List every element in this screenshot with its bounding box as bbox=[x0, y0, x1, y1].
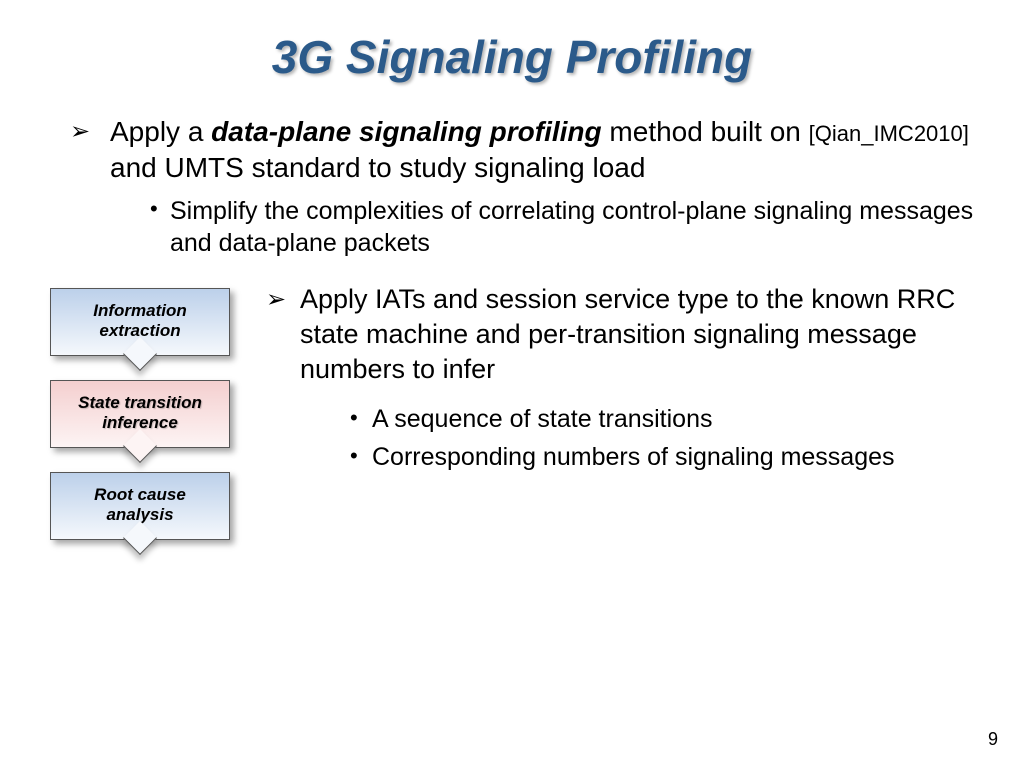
slide: 3G Signaling Profiling Apply a data-plan… bbox=[0, 0, 1024, 768]
top-bullet-post: and UMTS standard to study signaling loa… bbox=[110, 152, 645, 183]
right-sub-item: A sequence of state transitions bbox=[350, 401, 974, 439]
flow-box-1: Information extraction bbox=[50, 288, 230, 356]
top-sub-item: Simplify the complexities of correlating… bbox=[150, 195, 974, 260]
right-sub-item: Corresponding numbers of signaling messa… bbox=[350, 439, 974, 477]
top-bullet-pre: Apply a bbox=[110, 116, 211, 147]
top-bullet-mid: method built on bbox=[602, 116, 809, 147]
top-sub-list: Simplify the complexities of correlating… bbox=[50, 195, 974, 260]
right-text-column: Apply IATs and session service type to t… bbox=[262, 282, 974, 540]
slide-title: 3G Signaling Profiling bbox=[50, 30, 974, 84]
top-bullet-emph: data-plane signaling profiling bbox=[211, 116, 601, 147]
lower-region: Information extraction State transition … bbox=[50, 282, 974, 540]
page-number: 9 bbox=[988, 729, 998, 750]
right-bullet-text: Apply IATs and session service type to t… bbox=[300, 284, 955, 384]
flow-box-3: Root cause analysis bbox=[50, 472, 230, 540]
top-bullet-citation: [Qian_IMC2010] bbox=[809, 121, 969, 146]
right-sub-list: A sequence of state transitions Correspo… bbox=[300, 401, 974, 476]
right-bullet-item: Apply IATs and session service type to t… bbox=[262, 282, 974, 476]
flow-box-2: State transition inference bbox=[50, 380, 230, 448]
top-bullet-list: Apply a data-plane signaling profiling m… bbox=[50, 114, 974, 187]
flow-boxes-column: Information extraction State transition … bbox=[50, 282, 240, 540]
top-bullet-item: Apply a data-plane signaling profiling m… bbox=[80, 114, 974, 187]
right-bullet-list: Apply IATs and session service type to t… bbox=[262, 282, 974, 476]
